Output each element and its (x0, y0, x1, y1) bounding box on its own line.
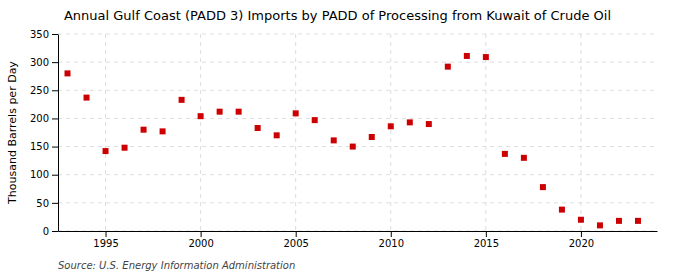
x-tick-label: 2000 (188, 238, 213, 249)
grid-line-x (295, 34, 296, 231)
chart-container: Annual Gulf Coast (PADD 3) Imports by PA… (0, 0, 675, 275)
plot-area: 1995 2000 2005 2010 2015 2020 0 50 100 150 200 250 3… (30, 29, 658, 249)
y-tick-mark (52, 118, 58, 119)
x-tick-label: 2010 (379, 238, 404, 249)
point (274, 132, 280, 138)
grid-line-x (485, 34, 486, 231)
x-tick-label: 2005 (283, 238, 308, 249)
chart-svg: Annual Gulf Coast (PADD 3) Imports by PA… (0, 0, 675, 275)
point (331, 137, 337, 143)
grid-line-y (58, 174, 657, 175)
chart-title: Annual Gulf Coast (PADD 3) Imports by PA… (64, 8, 611, 23)
y-tick: 300 (30, 57, 58, 68)
y-tick: 200 (30, 113, 58, 124)
point (198, 113, 204, 119)
x-tick-mark (581, 231, 582, 237)
grid-line-x (580, 34, 581, 231)
point (369, 134, 375, 140)
point (521, 155, 527, 161)
point (635, 218, 641, 224)
grid-line-y (58, 34, 657, 35)
y-tick-mark (52, 175, 58, 176)
point (445, 64, 451, 70)
grid-line-y (58, 62, 657, 63)
y-tick-label: 150 (30, 141, 49, 152)
y-tick-mark (52, 203, 58, 204)
x-tick: 2005 (283, 231, 308, 249)
grid-line-x (200, 34, 201, 231)
y-axis-title: Thousand Barrels per Day (6, 61, 19, 205)
point (578, 217, 584, 223)
x-tick-mark (106, 231, 107, 237)
y-tick: 100 (30, 169, 58, 180)
y-tick-label: 300 (30, 57, 49, 68)
y-tick: 150 (30, 141, 58, 152)
grid-line-y (58, 90, 657, 91)
points (65, 53, 641, 228)
y-tick-mark (52, 90, 58, 91)
point (179, 97, 185, 103)
y-tick: 0 (43, 226, 58, 237)
grid-line-y (58, 231, 657, 232)
point (84, 95, 90, 101)
x-tick-mark (201, 231, 202, 237)
y-tick-label: 0 (43, 226, 49, 237)
point (141, 127, 147, 133)
x-tick: 2000 (188, 231, 213, 249)
point (350, 144, 356, 150)
grid-line-y (58, 118, 657, 119)
point (559, 207, 565, 213)
y-tick: 250 (30, 85, 58, 96)
point (65, 70, 71, 76)
y-tick-mark (52, 62, 58, 63)
point (160, 128, 166, 134)
x-tick: 2020 (569, 231, 594, 249)
y-tick-label: 200 (30, 113, 49, 124)
point (464, 53, 470, 59)
point (597, 222, 603, 228)
y-tick: 50 (36, 198, 58, 209)
point (388, 123, 394, 129)
x-tick-label: 2015 (474, 238, 499, 249)
y-tick-mark (52, 34, 58, 35)
point (255, 125, 261, 131)
y-tick: 350 (30, 29, 58, 40)
x-tick: 2015 (474, 231, 499, 249)
grid-line-y (58, 202, 657, 203)
y-axis-line (58, 35, 59, 232)
grid-line-x (390, 34, 391, 231)
x-tick-mark (486, 231, 487, 237)
grid-line-y (58, 146, 657, 147)
x-axis-line (59, 231, 658, 232)
point (407, 119, 413, 125)
point (483, 54, 489, 60)
point (616, 218, 622, 224)
grid (58, 34, 657, 231)
grid-line-x (105, 34, 106, 231)
point (312, 117, 318, 123)
y-tick-label: 50 (36, 198, 49, 209)
y-tick-label: 350 (30, 29, 49, 40)
y-tick-mark (52, 231, 58, 232)
x-tick-mark (296, 231, 297, 237)
x-tick: 1995 (93, 231, 118, 249)
y-tick-mark (52, 147, 58, 148)
point (426, 121, 432, 127)
source-note: Source: U.S. Energy Information Administ… (58, 260, 295, 271)
y-tick-label: 250 (30, 85, 49, 96)
x-tick-label: 1995 (93, 238, 118, 249)
x-tick-label: 2020 (569, 238, 594, 249)
point (502, 151, 508, 157)
point (217, 109, 223, 115)
point (293, 110, 299, 116)
point (103, 148, 109, 154)
point (540, 184, 546, 190)
x-axis: 1995 2000 2005 2010 2015 2020 (59, 231, 658, 249)
y-axis: 0 50 100 150 200 250 300 350 (30, 29, 59, 237)
x-tick: 2010 (379, 231, 404, 249)
point (236, 109, 242, 115)
point (122, 145, 128, 151)
x-tick-mark (391, 231, 392, 237)
y-tick-label: 100 (30, 169, 49, 180)
